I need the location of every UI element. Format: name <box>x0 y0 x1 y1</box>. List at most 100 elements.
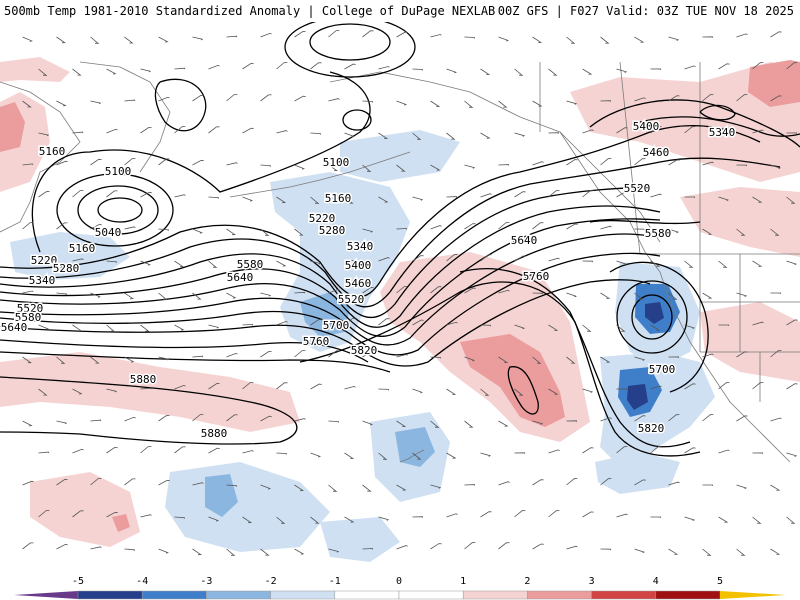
kamchatka-coastline <box>79 61 171 173</box>
wind-barb <box>532 161 544 166</box>
wind-barb <box>634 36 645 43</box>
wind-barb <box>90 356 100 364</box>
wind-barb <box>22 480 34 486</box>
cold-anomaly-hawaii-core <box>395 427 435 467</box>
wind-barb <box>634 228 645 231</box>
wind-barb <box>736 292 748 298</box>
wind-barb <box>548 388 559 395</box>
wind-barb <box>736 484 747 490</box>
wind-barb <box>566 292 578 298</box>
wind-barb <box>548 68 558 76</box>
wind-barb <box>140 446 152 454</box>
wind-barb <box>90 223 102 230</box>
wind-barb <box>752 516 762 524</box>
wind-barb <box>684 447 696 454</box>
wind-barb <box>430 225 442 230</box>
wind-barb <box>124 356 135 363</box>
colorbar-segment <box>334 590 400 600</box>
wind-barb <box>752 382 764 390</box>
contour-bering-high <box>309 23 391 61</box>
cold-anomaly-gulf <box>340 130 460 182</box>
wind-barb <box>650 385 662 390</box>
wind-barb <box>208 383 220 390</box>
wind-barb <box>702 36 713 38</box>
wind-barb <box>260 164 272 167</box>
wind-barb <box>616 68 628 73</box>
contour-cutoff-low-wrap <box>609 261 709 393</box>
wind-barb <box>668 36 680 41</box>
wind-barb <box>158 292 168 300</box>
contour-label-c20: 5640 <box>227 271 254 284</box>
wind-barb <box>328 350 340 358</box>
wind-barb <box>480 68 491 75</box>
wind-barb <box>344 260 356 262</box>
wind-barb <box>430 34 442 38</box>
wind-barb <box>786 62 798 70</box>
wind-barb <box>532 100 543 107</box>
wind-barb <box>124 99 136 102</box>
wind-barb <box>770 95 782 102</box>
wind-barb <box>174 260 185 268</box>
wind-barb <box>192 36 204 41</box>
wind-barb <box>532 36 543 43</box>
colorbar-left-arrow <box>14 591 78 599</box>
map-title: 500mb Temp 1981-2010 Standardized Anomal… <box>4 4 496 18</box>
wind-barb <box>582 511 594 518</box>
wind-barb <box>174 126 186 134</box>
wind-barb <box>446 196 458 198</box>
wind-barb <box>124 36 134 44</box>
colorbar-tick-label: 1 <box>460 576 466 587</box>
colorbar-tick-label: -2 <box>265 576 277 587</box>
contour-label-c10: 5640 <box>1 321 28 334</box>
wind-barb <box>718 127 730 134</box>
contour-5160 <box>31 71 371 253</box>
wind-barb <box>430 420 440 428</box>
wind-barb <box>616 324 626 332</box>
wind-barb <box>208 260 218 268</box>
wind-barb <box>736 164 747 167</box>
wind-barb <box>72 190 84 198</box>
wind-barb <box>548 510 560 518</box>
wind-barb <box>72 510 84 518</box>
wind-barb <box>208 447 220 454</box>
wind-barb <box>328 289 340 294</box>
west-us-coastline <box>659 271 791 463</box>
wind-barb <box>344 318 356 326</box>
contour-label-c31: 5640 <box>511 234 538 247</box>
wind-barb <box>294 228 304 236</box>
wind-barb <box>548 449 560 454</box>
wind-barb <box>430 543 442 550</box>
wind-barb <box>38 510 50 518</box>
contour-label-c5: 5220 <box>31 254 58 267</box>
wind-barb <box>378 452 388 460</box>
wind-barb <box>158 158 170 166</box>
wind-barb <box>702 292 713 299</box>
wind-barb <box>208 64 220 70</box>
wind-barb <box>242 127 254 134</box>
wind-barb <box>208 196 220 199</box>
wind-barb <box>242 382 254 390</box>
wind-barb <box>124 548 136 551</box>
wind-barb <box>276 260 287 267</box>
wind-barb <box>192 548 203 556</box>
wind-barb <box>56 420 68 425</box>
wind-barb <box>480 193 492 198</box>
wind-barb <box>752 321 764 326</box>
wind-barb <box>362 228 374 233</box>
cold-anomaly-south-central <box>320 517 400 562</box>
colorbar-segment <box>527 590 592 600</box>
wind-barb <box>344 63 356 70</box>
contour-labels: 5160510050405160522052805340552055805640… <box>0 119 737 442</box>
wind-barb <box>498 100 508 108</box>
wind-barb <box>140 514 152 518</box>
wind-barb <box>514 510 526 518</box>
contour-label-c14: 5280 <box>319 224 346 237</box>
wind-barb <box>310 62 322 70</box>
wind-barb <box>718 516 729 523</box>
contour-label-c1: 5160 <box>39 145 66 158</box>
wind-barb <box>396 286 408 294</box>
wind-barb <box>566 159 578 166</box>
wind-barb <box>260 351 272 358</box>
anomaly-map: 5160510050405160522052805340552055805640… <box>0 22 800 570</box>
wind-barb <box>582 190 594 198</box>
